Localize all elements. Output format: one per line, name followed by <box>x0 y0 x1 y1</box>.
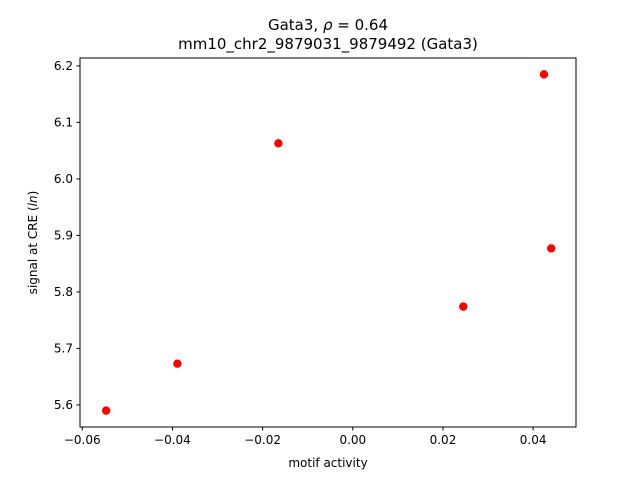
chart-title-line2: mm10_chr2_9879031_9879492 (Gata3) <box>178 35 478 54</box>
x-tick-label: 0.02 <box>430 433 457 447</box>
data-point <box>539 70 549 79</box>
data-point <box>459 302 468 311</box>
data-point <box>274 139 283 148</box>
data-point <box>173 359 182 368</box>
chart-title-line1: Gata3, ρ = 0.64 <box>268 16 388 34</box>
y-tick-label: 6.2 <box>54 59 73 73</box>
x-tick-label: 0.04 <box>520 433 547 447</box>
data-point <box>547 244 556 253</box>
data-point <box>101 406 111 415</box>
x-axis-ticks: −0.06 −0.04 −0.02 0.00 0.02 0.04 <box>64 427 547 447</box>
x-tick-label: −0.02 <box>244 433 281 447</box>
y-tick-label: 6.1 <box>54 115 73 129</box>
x-tick-label: −0.06 <box>64 433 101 447</box>
y-tick-label: 6.0 <box>54 172 73 186</box>
plot-area-frame <box>79 57 577 428</box>
y-axis-ticks: 5.6 5.7 5.8 5.9 6.0 6.1 6.2 <box>54 59 80 412</box>
x-tick-label: −0.04 <box>154 433 191 447</box>
x-axis-label: motif activity <box>288 456 367 470</box>
y-axis-label: signal at CRE (ln) <box>26 191 40 295</box>
y-tick-label: 5.7 <box>54 341 73 355</box>
y-tick-label: 5.9 <box>54 228 73 242</box>
x-tick-label: 0.00 <box>339 433 366 447</box>
y-tick-label: 5.8 <box>54 285 73 299</box>
data-points <box>101 70 556 415</box>
y-tick-label: 5.6 <box>54 398 73 412</box>
